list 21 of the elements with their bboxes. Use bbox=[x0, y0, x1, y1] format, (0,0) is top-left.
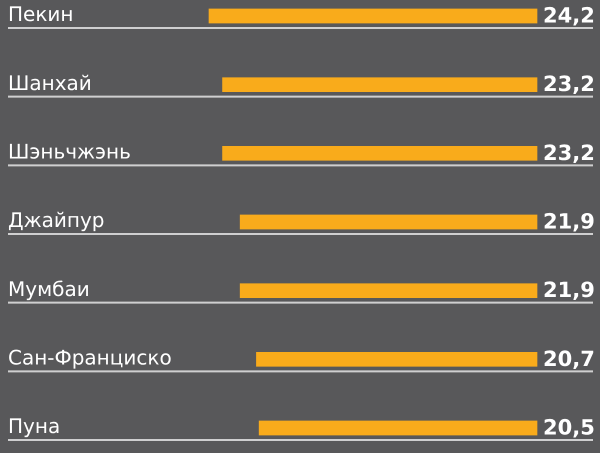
data-label: 21,9 bbox=[543, 278, 595, 302]
bar bbox=[256, 352, 538, 367]
y-tick-label: Мумбаи bbox=[8, 276, 90, 301]
y-tick-label: Шанхай bbox=[8, 70, 92, 95]
data-label: 20,7 bbox=[543, 346, 595, 371]
data-label: 20,5 bbox=[543, 415, 595, 440]
bar bbox=[258, 420, 538, 436]
data-label: 21,9 bbox=[543, 209, 595, 234]
bar bbox=[240, 214, 538, 230]
y-tick-label: Пуна bbox=[8, 414, 60, 438]
data-label: 24,2 bbox=[543, 3, 595, 28]
bar bbox=[240, 283, 538, 298]
y-tick-label: Сан-Франциско bbox=[8, 346, 172, 370]
bar bbox=[208, 8, 538, 24]
data-label: 23,2 bbox=[543, 140, 595, 165]
bar bbox=[222, 77, 538, 92]
y-tick-label: Джайпур bbox=[8, 208, 105, 232]
bar bbox=[222, 146, 538, 161]
y-tick-label: Шэньчжэнь bbox=[8, 140, 131, 164]
y-tick-label: Пекин bbox=[8, 2, 74, 26]
data-label: 23,2 bbox=[543, 72, 595, 96]
